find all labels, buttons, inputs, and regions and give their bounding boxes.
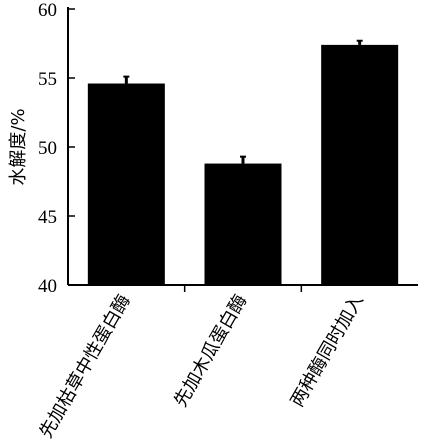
- bar-0: [87, 83, 165, 286]
- bar-1: [204, 163, 282, 285]
- y-tick-label-0: 40: [38, 276, 57, 297]
- x-tick-label-2: 两种酶同时加入: [287, 291, 368, 411]
- bars: [87, 44, 399, 286]
- bar-2: [321, 44, 399, 285]
- error-bars: [123, 39, 363, 164]
- x-tick-labels: 先加枯草中性蛋白酶 先加木瓜蛋白酶 两种酶同时加入: [35, 291, 368, 442]
- y-tick-label-3: 55: [38, 69, 57, 90]
- y-tick-label-4: 60: [38, 0, 57, 21]
- x-tick-label-0: 先加枯草中性蛋白酶: [35, 291, 134, 442]
- y-tick-label-2: 50: [38, 138, 57, 159]
- y-axis-label: 水解度/%: [8, 108, 29, 185]
- y-ticks: 40 45 50 55 60: [38, 0, 75, 297]
- y-tick-label-1: 45: [38, 207, 57, 228]
- x-tick-label-1: 先加木瓜蛋白酶: [170, 291, 251, 411]
